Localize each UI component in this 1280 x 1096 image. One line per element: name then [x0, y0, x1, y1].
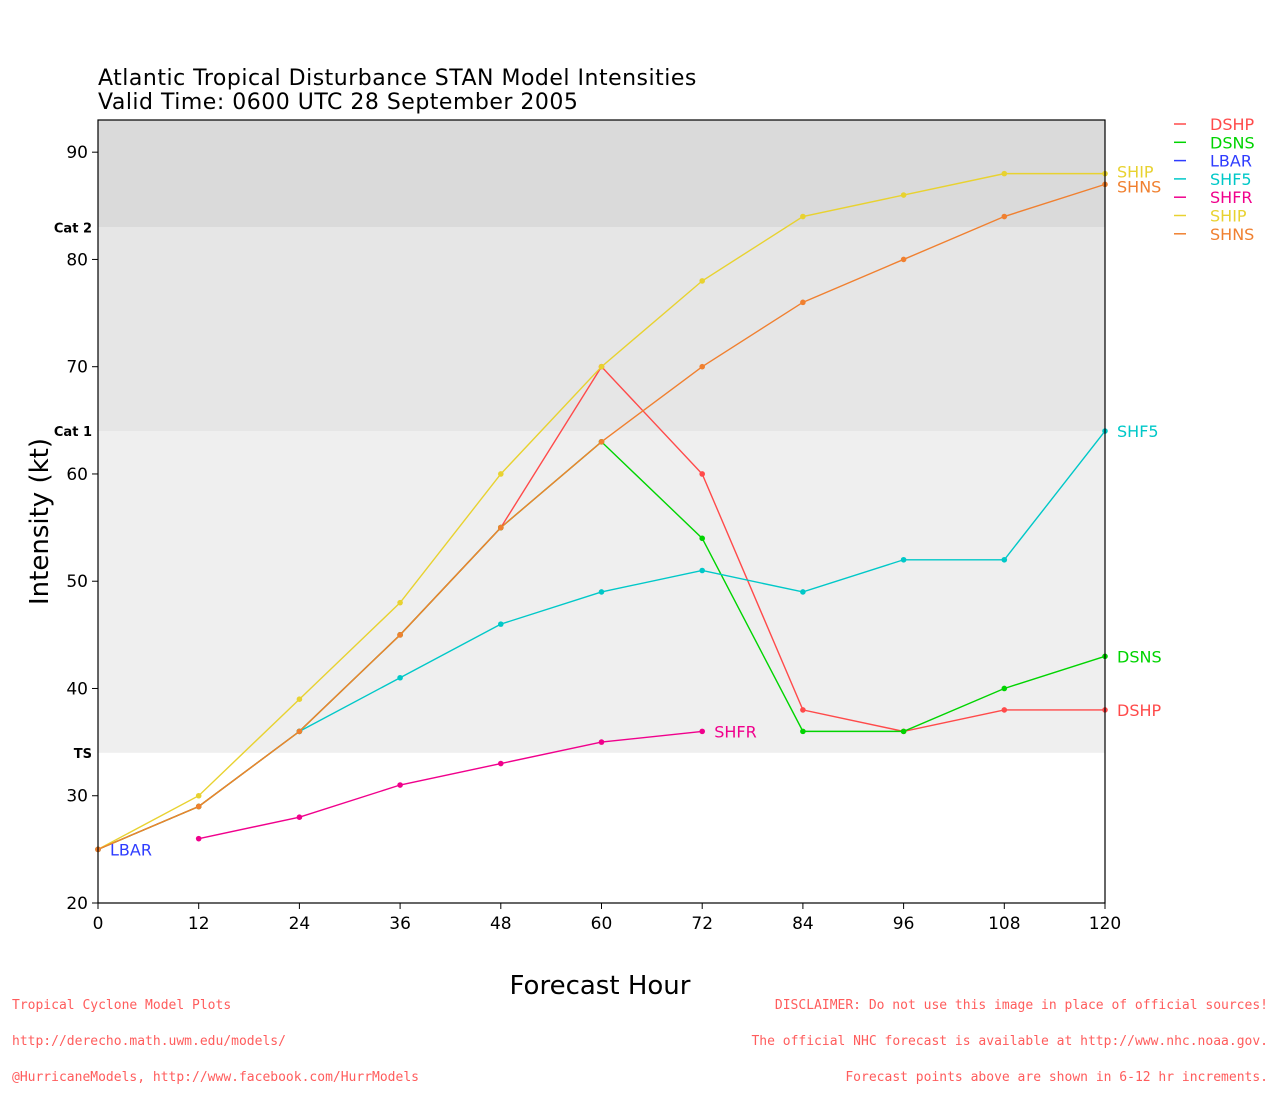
series-point-shfr [195, 835, 202, 842]
series-point-dsns [800, 728, 806, 735]
series-point-shns [195, 803, 202, 810]
series-end-label-shns: SHNS [1117, 177, 1161, 196]
x-tick-label: 120 [1089, 914, 1121, 934]
x-tick-label: 60 [591, 914, 613, 934]
series-point-shns [900, 256, 907, 263]
series-point-ship [498, 471, 504, 477]
series-point-shns [498, 524, 504, 531]
series-point-shf5 [800, 589, 806, 595]
y-tick-label: 60 [66, 465, 88, 485]
x-tick-label: 36 [389, 914, 411, 934]
series-point-ship [900, 192, 907, 198]
legend-entry-dshp: DSHP [1210, 115, 1255, 134]
legend-entry-dsns: DSNS [1210, 133, 1255, 152]
series-point-ship [296, 696, 303, 703]
series-point-dshp [1001, 707, 1008, 713]
series-end-label-dshp: DSHP [1117, 701, 1162, 720]
x-tick-label: 72 [691, 914, 713, 934]
axes: 0 12 24 36 48 60 72 84 96 108 120 20 30 40 50 60 70 80 90 I… [25, 119, 1121, 934]
y-tick-label: 30 [66, 787, 88, 807]
series-point-shf5 [900, 556, 907, 563]
x-tick-label: 0 [93, 914, 104, 934]
series-end-label-ship: SHIP [1117, 163, 1154, 182]
footer-left: Tropical Cyclone Model Plots http://dere… [12, 976, 419, 1096]
series-line-shfr [198, 730, 703, 840]
x-tick-label: 24 [289, 914, 311, 934]
chart-title: Atlantic Tropical Disturbance STAN Model… [98, 66, 697, 91]
y-tick-label: 80 [66, 250, 88, 270]
footer-left-line: Tropical Cyclone Model Plots [12, 998, 232, 1013]
series-point-dsns [1001, 685, 1008, 692]
x-tick-label: 96 [893, 914, 915, 934]
series-point-shfr [598, 739, 605, 745]
x-tick-label: 108 [988, 914, 1020, 934]
footer-left-line: http://derecho.math.uwm.edu/models/ [12, 1034, 286, 1049]
legend-entry-shf5: SHF5 [1210, 170, 1252, 189]
series-end-label-shfr: SHFR [714, 722, 757, 741]
series-end-label-shf5: SHF5 [1117, 422, 1159, 441]
intensity-bands: TS Cat 1 Cat 2 [54, 120, 1105, 762]
y-tick-label: 70 [66, 358, 88, 378]
y-axis-label: Intensity (kt) [25, 438, 55, 605]
series-point-ship [195, 792, 202, 799]
footer-right-line: DISCLAIMER: Do not use this image in pla… [774, 998, 1268, 1013]
series-point-shfr [296, 814, 303, 820]
x-tick-label: 84 [792, 914, 814, 934]
footer-right-line: The official NHC forecast is available a… [751, 1034, 1268, 1049]
y-tick-label: 50 [66, 572, 88, 592]
x-axis-label: Forecast Hour [509, 971, 691, 1001]
band-label: TS [74, 747, 92, 762]
series-point-shf5 [598, 589, 605, 595]
y-tick-label: 20 [66, 894, 88, 914]
series-point-shf5 [699, 567, 705, 574]
series-point-dsns [699, 535, 705, 542]
series-point-dshp [800, 707, 806, 713]
band-cat-2 [98, 120, 1105, 228]
y-tick-label: 40 [66, 679, 88, 699]
x-tick-label: 48 [490, 914, 512, 934]
series-point-ship [598, 363, 605, 370]
band-label: Cat 1 [54, 425, 92, 440]
band-cat-1 [98, 227, 1105, 432]
chart-subtitle: Valid Time: 0600 UTC 28 September 2005 [98, 90, 579, 115]
series-point-shns [699, 363, 705, 370]
series-point-dshp [699, 471, 705, 477]
series-end-label-lbar: LBAR [110, 840, 152, 859]
series-point-shns [598, 438, 605, 445]
series-end-label-dsns: DSNS [1117, 647, 1162, 666]
series-point-shns [397, 632, 403, 638]
legend-entry-shns: SHNS [1210, 225, 1254, 244]
band-label: Cat 2 [54, 221, 92, 236]
series-point-shfr [699, 728, 705, 735]
legend-entry-ship: SHIP [1210, 207, 1247, 226]
footer-right-line: Forecast points above are shown in 6-12 … [845, 1070, 1268, 1085]
footer-left-line: @HurricaneModels, http://www.facebook.co… [12, 1070, 419, 1085]
series-point-ship [800, 213, 806, 220]
x-tick-label: 12 [188, 914, 210, 934]
series-point-shf5 [1001, 556, 1008, 563]
series-point-shf5 [397, 674, 403, 681]
series-point-shfr [397, 782, 403, 788]
legend-entry-shfr: SHFR [1210, 188, 1253, 207]
series-point-ship [397, 599, 403, 606]
series-point-shns [800, 299, 806, 306]
series-point-shfr [498, 760, 504, 767]
series-point-ship [1001, 170, 1008, 177]
legend-entry-lbar: LBAR [1210, 152, 1252, 171]
series-point-shf5 [498, 621, 504, 627]
footer-right: DISCLAIMER: Do not use this image in pla… [751, 976, 1268, 1096]
series-point-ship [699, 278, 705, 284]
series-point-dsns [900, 728, 907, 735]
series-point-shns [1001, 213, 1008, 220]
series-point-shns [296, 728, 303, 735]
y-tick-label: 90 [66, 143, 88, 163]
